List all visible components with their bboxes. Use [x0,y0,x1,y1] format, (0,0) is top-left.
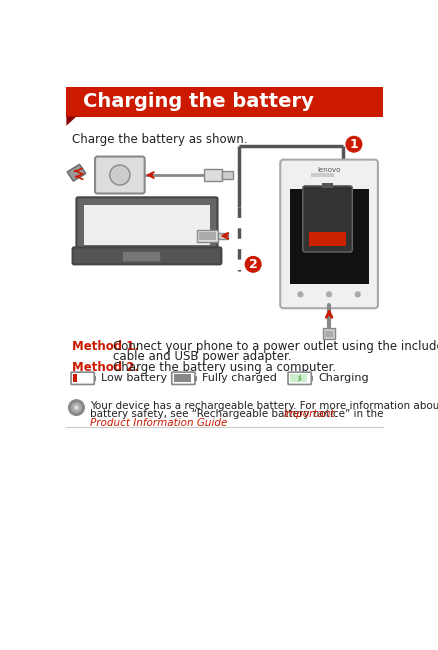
Text: Charging the battery: Charging the battery [83,92,314,111]
Text: Fully charged: Fully charged [202,372,277,383]
Text: Method 2.: Method 2. [72,361,139,374]
Circle shape [71,402,82,413]
Bar [325,332,333,337]
Bar [174,374,191,382]
Bar [197,229,218,242]
FancyBboxPatch shape [73,248,221,265]
FancyBboxPatch shape [95,157,145,194]
Text: Charging: Charging [318,372,369,383]
FancyBboxPatch shape [303,186,352,252]
FancyBboxPatch shape [77,198,218,253]
Bar [323,328,336,339]
FancyBboxPatch shape [67,87,382,116]
Text: Your device has a rechargeable battery. For more information about: Your device has a rechargeable battery. … [90,400,438,411]
Polygon shape [67,164,86,181]
FancyBboxPatch shape [280,160,378,308]
FancyBboxPatch shape [288,372,311,384]
Circle shape [74,405,79,410]
Bar [311,376,313,381]
FancyBboxPatch shape [71,372,94,384]
Bar [199,232,216,240]
Bar [218,233,228,239]
FancyBboxPatch shape [172,372,195,384]
Text: 1: 1 [350,138,358,151]
Text: Charge the battery using a computer.: Charge the battery using a computer. [113,361,336,374]
Circle shape [355,291,361,298]
Bar [93,376,96,381]
Text: Connect your phone to a power outlet using the included: Connect your phone to a power outlet usi… [113,340,438,353]
Bar [204,169,222,181]
Text: Low battery: Low battery [101,372,167,383]
Circle shape [297,291,304,298]
Bar [290,189,369,283]
Circle shape [245,256,261,273]
Text: Method 1.: Method 1. [72,340,139,353]
Text: lenovo: lenovo [318,168,341,174]
Text: 2: 2 [249,258,258,271]
Text: cable and USB power adapter.: cable and USB power adapter. [113,350,292,363]
Text: Product Information Guide: Product Information Guide [90,417,228,428]
Bar [311,173,334,177]
Circle shape [346,136,362,153]
Text: battery safety, see “Rechargeable battery notice” in the: battery safety, see “Rechargeable batter… [90,409,387,419]
Polygon shape [67,116,77,125]
Bar [309,232,346,246]
Bar [194,376,197,381]
Text: Important: Important [284,409,336,419]
Bar [290,374,307,382]
Circle shape [110,165,130,185]
Circle shape [326,291,332,298]
Text: .: . [204,417,207,428]
Bar [73,374,77,382]
FancyBboxPatch shape [122,252,161,262]
Bar [84,205,210,245]
Bar [322,183,333,188]
Circle shape [68,399,85,416]
Bar [222,171,233,179]
Text: Charge the battery as shown.: Charge the battery as shown. [72,133,247,146]
Polygon shape [297,374,302,382]
